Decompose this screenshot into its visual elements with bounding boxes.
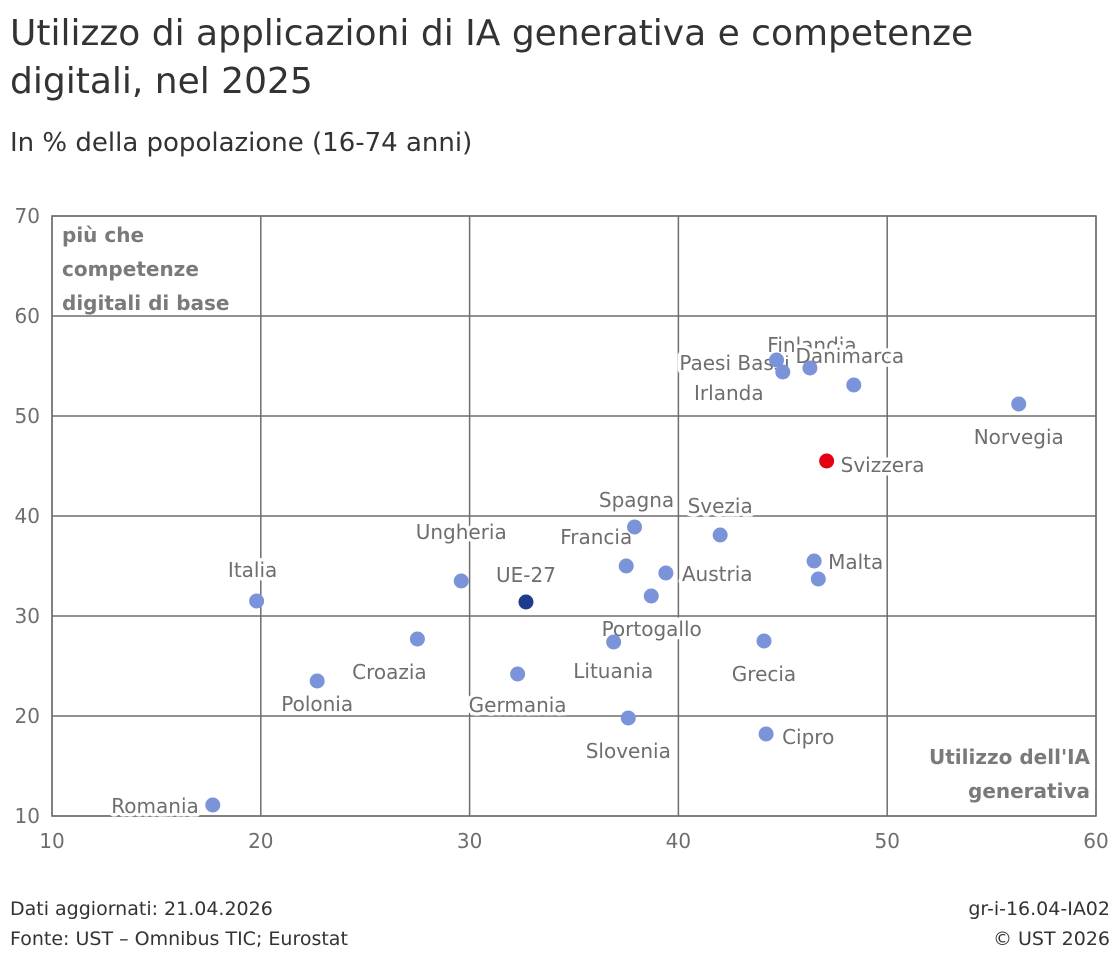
scatter-point xyxy=(806,553,822,569)
scatter-point xyxy=(802,360,818,376)
point-label: Germania xyxy=(469,693,567,717)
y-tick-label: 60 xyxy=(15,304,40,328)
axis-ticks: 10 20 30 40 50 60 10 20 30 40 50 60 70 xyxy=(15,204,1109,853)
x-tick-label: 60 xyxy=(1083,829,1108,853)
scatter-point xyxy=(643,588,659,604)
scatter-point xyxy=(1011,396,1027,412)
point-label: Polonia xyxy=(281,692,353,716)
y-tick-label: 20 xyxy=(15,704,40,728)
scatter-point xyxy=(758,726,774,742)
y-tick-label: 50 xyxy=(15,404,40,428)
scatter-point xyxy=(712,527,728,543)
scatter-point xyxy=(819,453,835,469)
data-source: Fonte: UST – Omnibus TIC; Eurostat xyxy=(10,928,348,950)
grid xyxy=(51,215,1097,817)
point-label: Irlanda xyxy=(694,381,764,405)
point-label: Grecia xyxy=(732,662,796,686)
scatter-point xyxy=(846,377,862,393)
data-points xyxy=(205,352,1027,813)
point-label: Danimarca xyxy=(795,344,904,368)
point-label: Italia xyxy=(228,558,277,582)
chart-code: gr-i-16.04-IA02 xyxy=(968,898,1110,920)
x-axis-title: Utilizzo dell'IA generativa xyxy=(929,745,1091,803)
scatter-point xyxy=(769,352,785,368)
x-tick-label: 40 xyxy=(666,829,691,853)
scatter-point xyxy=(309,673,325,689)
point-label: Norvegia xyxy=(974,425,1064,449)
point-label: Cipro xyxy=(782,725,834,749)
scatter-chart: 10 20 30 40 50 60 10 20 30 40 50 60 70 più che compet… xyxy=(15,204,1109,853)
y-axis-title: più che competenze digitali di base xyxy=(62,223,230,315)
x-tick-label: 50 xyxy=(874,829,899,853)
scatter-point xyxy=(205,797,221,813)
scatter-point xyxy=(810,571,826,587)
point-label: Austria xyxy=(682,562,753,586)
scatter-point xyxy=(618,558,634,574)
point-label: Svizzera xyxy=(841,453,925,477)
y-tick-label: 70 xyxy=(15,204,40,228)
point-label: Malta xyxy=(828,550,883,574)
footer-left: Dati aggiornati: 21.04.2026 Fonte: UST –… xyxy=(10,894,348,954)
scatter-point xyxy=(620,710,636,726)
y-tick-label: 40 xyxy=(15,504,40,528)
point-label: Croazia xyxy=(352,660,427,684)
x-tick-label: 10 xyxy=(39,829,64,853)
scatter-point xyxy=(518,594,534,610)
y-tick-label: 10 xyxy=(15,804,40,828)
point-label: Svezia xyxy=(688,494,753,518)
axis-titles: più che competenze digitali di base Utilizz… xyxy=(62,223,1091,803)
point-label: Francia xyxy=(560,525,632,549)
point-label: Ungheria xyxy=(416,520,507,544)
scatter-point xyxy=(453,573,469,589)
copyright: © UST 2026 xyxy=(992,928,1110,950)
chart-subtitle: In % della popolazione (16-74 anni) xyxy=(10,128,473,158)
scatter-point xyxy=(756,633,772,649)
x-tick-label: 30 xyxy=(457,829,482,853)
scatter-point xyxy=(627,519,643,535)
point-label: Slovenia xyxy=(586,739,671,763)
scatter-point xyxy=(606,634,622,650)
point-label: UE-27 xyxy=(496,563,556,587)
updated-date: Dati aggiornati: 21.04.2026 xyxy=(10,898,273,920)
scatter-point xyxy=(510,666,526,682)
scatter-point xyxy=(775,364,791,380)
chart-title: Utilizzo di applicazioni di IA generativ… xyxy=(10,13,974,102)
y-tick-label: 30 xyxy=(15,604,40,628)
point-label: Romania xyxy=(111,794,198,818)
scatter-point xyxy=(658,565,674,581)
point-label: Spagna xyxy=(599,488,674,512)
x-tick-label: 20 xyxy=(248,829,273,853)
point-label: Lituania xyxy=(573,659,653,683)
point-labels: Romania Italia Polonia Croazia Ungheria Germa… xyxy=(108,330,1067,822)
scatter-point xyxy=(249,593,265,609)
scatter-point xyxy=(409,631,425,647)
footer-right: gr-i-16.04-IA02 © UST 2026 xyxy=(968,894,1110,954)
